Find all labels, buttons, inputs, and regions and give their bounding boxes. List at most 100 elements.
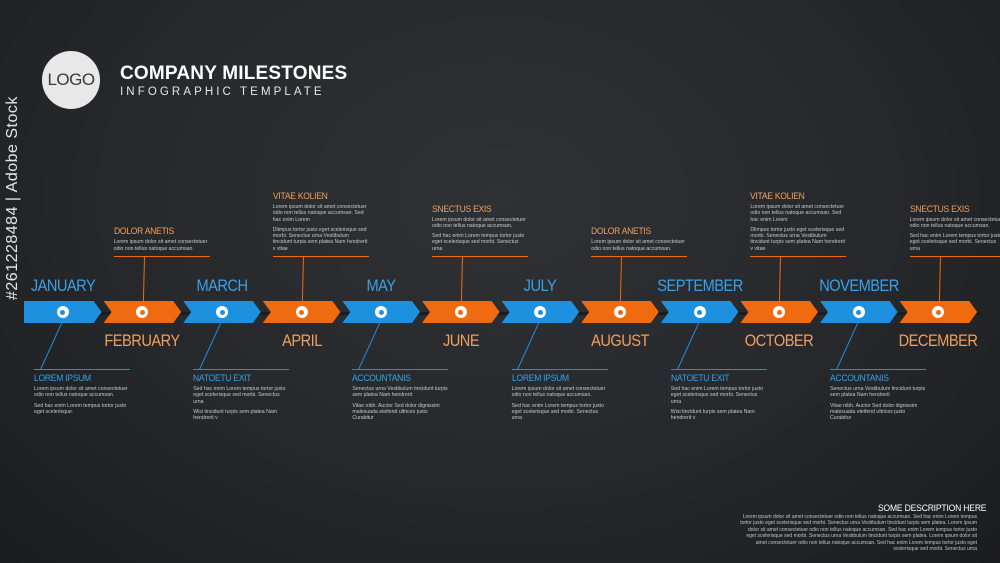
callout-heading: ACCOUNTANIS: [352, 373, 412, 384]
callout-heading: LOREM IPSUM: [34, 373, 91, 384]
callout-rule: [352, 369, 449, 370]
callout-february: DOLOR ANETIS Lorem ipsum dolor sit amet c…: [113, 226, 210, 257]
month-label-march: MARCH: [196, 276, 248, 295]
milestone-node: [56, 306, 69, 318]
page-subtitle: INFOGRAPHIC TEMPLATE: [120, 86, 325, 98]
callout-rule: [670, 369, 767, 370]
callout-text: Lorem ipsum dolor sit amet consectetuer …: [113, 239, 208, 252]
node-dot-icon: [617, 309, 623, 315]
callout-text: Vitae nibh. Auctor Sed dolor dignissim m…: [352, 402, 440, 422]
milestone-node: [773, 306, 786, 318]
callout-heading: DOLOR ANETIS: [113, 226, 174, 238]
callout-text: Sed hac enim Lorem tempus tortor justo e…: [432, 233, 525, 252]
callout-text: Sed hac enim Lorem tempus tortor justo e…: [670, 386, 764, 405]
callout-text: Lorem ipsum dolor sit amet consectetuer …: [909, 216, 1000, 229]
month-label-june: JUNE: [442, 331, 480, 350]
callout-rule: [511, 369, 608, 370]
node-dot-icon: [856, 309, 862, 315]
callout-november: ACCOUNTANIS Senectus urna Vestibulum tinc…: [830, 369, 926, 425]
month-label-may: MAY: [366, 276, 397, 295]
callout-august: DOLOR ANETIS Lorem ipsum dolor sit amet c…: [591, 226, 688, 257]
callout-march: NATOETU EXIT Sed hac enim Lorem tempus to…: [193, 369, 290, 425]
callout-heading: VITAE KOLIEN: [750, 190, 805, 202]
callout-july: LOREM IPSUM Lorem ipsum dolor sit amet co…: [511, 369, 608, 425]
callout-rule: [272, 256, 369, 257]
description-heading: SOME DESCRIPTION HERE: [878, 503, 987, 514]
callout-april: VITAE KOLIEN Lorem ipsum dolor sit amet c…: [272, 190, 369, 257]
node-dot-icon: [537, 309, 543, 315]
month-label-november: NOVEMBER: [819, 276, 899, 295]
node-dot-icon: [378, 309, 384, 315]
month-label-december: DECEMBER: [899, 331, 978, 350]
month-label-february: FEBRUARY: [104, 331, 181, 350]
callout-rule: [750, 256, 847, 257]
side-watermark-id: #261228484 | Adobe Stock: [4, 96, 21, 300]
milestone-node: [614, 306, 626, 318]
callout-text: Sed hac enim Lorem tempus tortor justo e…: [909, 233, 1000, 252]
month-label-september: SEPTEMBER: [656, 276, 743, 295]
milestone-node: [932, 306, 945, 318]
callout-heading: LOREM IPSUM: [511, 373, 569, 384]
callout-rule: [909, 256, 1000, 257]
callout-text: Lorem ipsum dolor sit amet consectetuer …: [511, 386, 606, 399]
month-label-august: AUGUST: [591, 331, 649, 350]
callout-october: VITAE KOLIEN Lorem ipsum dolor sit amet c…: [750, 190, 847, 257]
callout-rule: [113, 256, 210, 257]
milestone-node: [295, 306, 308, 318]
milestone-node: [852, 306, 865, 318]
callout-text: Senectus urna Vestibulum tincidunt turpi…: [830, 386, 926, 399]
callout-text: Wisi tincidunt turpis sem platea Nam hen…: [670, 408, 755, 422]
node-dot-icon: [60, 309, 66, 315]
callout-text: Senectus urna Vestibulum tincidunt turpi…: [352, 386, 448, 399]
callout-heading: NATOETU EXIT: [670, 373, 730, 384]
milestone-node: [454, 306, 467, 318]
description-text: Lorem ipsum dolor sit amet consectetuer …: [740, 514, 977, 553]
callout-rule: [591, 256, 688, 257]
callout-rule: [830, 369, 926, 370]
node-dot-icon: [458, 309, 464, 315]
page-title: COMPANY MILESTONES: [120, 63, 348, 84]
milestone-node: [693, 306, 706, 318]
logo-text: LOGO: [47, 70, 95, 89]
node-dot-icon: [776, 309, 782, 315]
month-label-july: JULY: [524, 276, 557, 295]
month-label-april: APRIL: [281, 331, 322, 350]
callout-heading: DOLOR ANETIS: [591, 226, 652, 238]
callout-may: ACCOUNTANIS Senectus urna Vestibulum tinc…: [352, 369, 449, 425]
callout-heading: VITAE KOLIEN: [272, 190, 328, 202]
callout-text: Lorem ipsum dolor sit amet consectetuer …: [34, 386, 128, 399]
callout-heading: ACCOUNTANIS: [830, 373, 889, 384]
callout-text: Dlimpus tortor justo eget scelerisque se…: [272, 226, 368, 252]
node-dot-icon: [139, 309, 145, 315]
callout-text: Lorem ipsum dolor sit amet consectetuer …: [750, 203, 845, 223]
logo-badge: LOGO: [42, 51, 100, 109]
callout-heading: SNECTUS EXIS: [909, 203, 970, 215]
callout-text: Lorem ipsum dolor sit amet consectetuer …: [591, 239, 685, 252]
callout-text: Sed hac enim Lorem tempus tortor justo e…: [511, 402, 604, 422]
callout-rule: [432, 256, 528, 257]
callout-text: Dlimpus tortor justo eget scelerisque se…: [750, 226, 845, 252]
callout-heading: NATOETU EXIT: [193, 373, 252, 384]
callout-text: Lorem ipsum dolor sit amet consectetuer …: [272, 203, 367, 223]
callout-text: Vitae nibh. Auctor Sed dolor dignissim m…: [830, 402, 918, 422]
callout-text: Lorem ipsum dolor sit amet consectetuer …: [432, 216, 526, 229]
node-dot-icon: [697, 309, 703, 315]
node-dot-icon: [219, 309, 225, 315]
node-dot-icon: [935, 309, 941, 315]
milestone-node: [534, 306, 547, 318]
callout-text: Sed hac enim Lorem tempus tortor justo e…: [34, 402, 127, 415]
callout-rule: [193, 369, 290, 370]
callout-text: Sed hac enim Lorem tempus tortor justo e…: [193, 386, 286, 405]
milestone-node: [375, 306, 388, 318]
callout-september: NATOETU EXIT Sed hac enim Lorem tempus to…: [670, 369, 767, 425]
timeline-axis: [24, 312, 980, 315]
callout-december: SNECTUS EXIS Lorem ipsum dolor sit amet c…: [909, 203, 1000, 257]
callout-heading: SNECTUS EXIS: [432, 203, 492, 215]
callout-january: LOREM IPSUM Lorem ipsum dolor sit amet co…: [34, 369, 130, 419]
node-dot-icon: [299, 309, 305, 315]
milestone-node: [136, 306, 149, 318]
callout-text: Wisi tincidunt turpis sem platea Nam hen…: [193, 408, 278, 422]
callout-june: SNECTUS EXIS Lorem ipsum dolor sit amet c…: [432, 204, 528, 257]
milestone-node: [216, 306, 228, 318]
